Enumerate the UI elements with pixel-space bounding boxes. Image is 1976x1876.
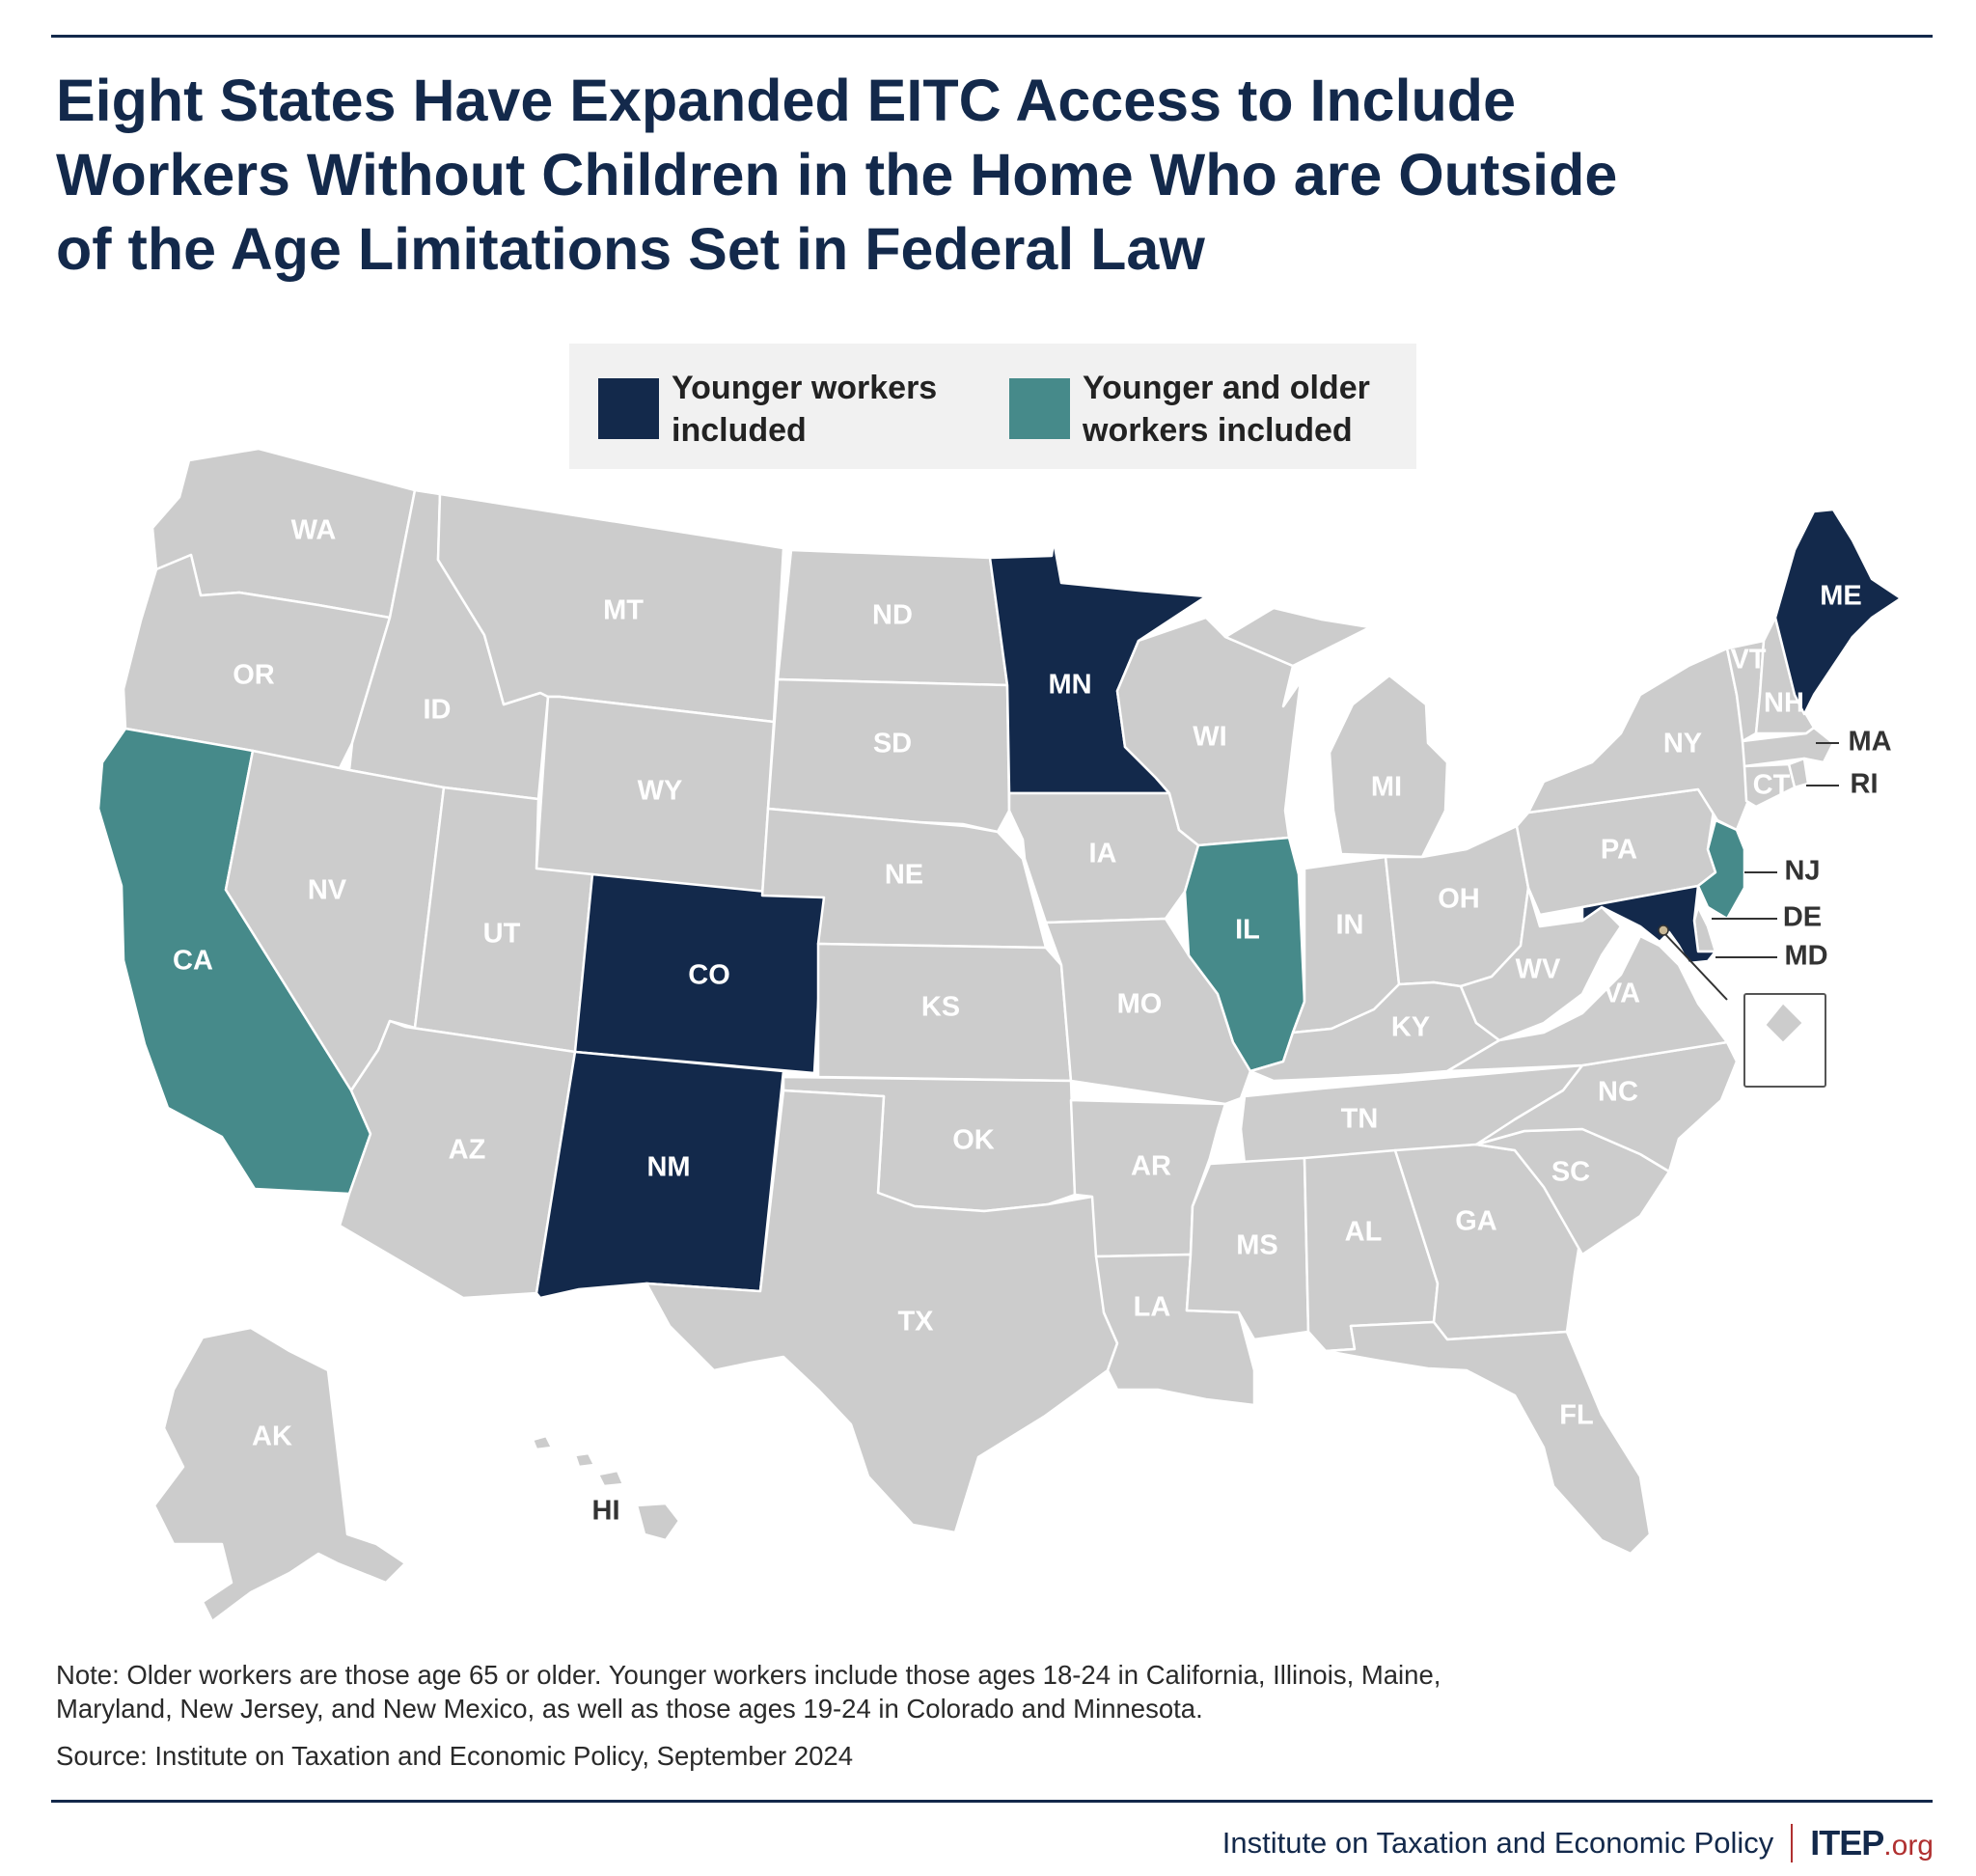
state-label-pa: PA — [1601, 835, 1637, 866]
state-wv — [1459, 886, 1623, 1042]
state-label-wy: WY — [638, 776, 683, 807]
state-co — [573, 872, 826, 1075]
legend-label-younger: Younger workers included — [672, 370, 938, 449]
state-label-ct: CT — [1753, 770, 1791, 801]
state-label-hi: HI — [592, 1496, 620, 1527]
state-fl — [1324, 1320, 1652, 1556]
state-label-nh: NH — [1764, 688, 1804, 719]
state-ne — [760, 807, 1048, 950]
state-label-ne: NE — [885, 860, 923, 891]
state-nj — [1696, 818, 1746, 921]
state-label-in: IN — [1336, 910, 1364, 941]
state-label-or: OR — [233, 660, 275, 691]
state-label-tx: TX — [897, 1307, 934, 1338]
state-label-la: LA — [1134, 1292, 1171, 1323]
map-title: Eight States Have Expanded EITC Access t… — [56, 64, 1889, 287]
top-rule — [51, 35, 1933, 38]
state-label-ca: CA — [173, 946, 213, 977]
title-line: of the Age Limitations Set in Federal La… — [56, 216, 1205, 282]
footer: Institute on Taxation and Economic Polic… — [1222, 1819, 1934, 1867]
legend-swatch-both — [1009, 378, 1070, 439]
legend-swatch-younger — [598, 378, 659, 439]
state-label-ut: UT — [483, 919, 521, 950]
itep-logo[interactable]: ITEP.org — [1810, 1823, 1934, 1863]
state-label-nc: NC — [1598, 1077, 1638, 1108]
state-me — [1773, 508, 1903, 716]
state-nc — [1474, 1040, 1739, 1173]
state-va — [1445, 934, 1729, 1073]
footer-separator — [1791, 1824, 1794, 1862]
state-ct — [1743, 762, 1797, 809]
note-line: Maryland, New Jersey, and New Mexico, as… — [56, 1694, 1203, 1724]
state-label-ks: KS — [921, 992, 960, 1023]
state-label-ar: AR — [1131, 1151, 1171, 1182]
state-label-wv: WV — [1516, 954, 1561, 985]
state-label-md: MD — [1784, 941, 1827, 972]
state-hi — [531, 1434, 681, 1542]
state-label-ky: KY — [1391, 1012, 1430, 1043]
state-label-nj: NJ — [1784, 856, 1820, 887]
state-label-il: IL — [1235, 915, 1260, 946]
bottom-rule — [51, 1800, 1933, 1803]
state-label-az: AZ — [449, 1135, 486, 1166]
source: Source: Institute on Taxation and Econom… — [56, 1741, 853, 1771]
state-label-mn: MN — [1048, 670, 1091, 701]
state-label-ri: RI — [1851, 769, 1879, 800]
legend-label-both: Younger and older workers included — [1083, 370, 1370, 449]
state-label-id: ID — [424, 695, 452, 726]
note: Note: Older workers are those age 65 or … — [56, 1658, 1889, 1725]
note-line: Note: Older workers are those age 65 or … — [56, 1660, 1441, 1690]
state-label-de: DE — [1783, 902, 1822, 933]
state-label-fl: FL — [1559, 1400, 1593, 1431]
state-label-nm: NM — [646, 1152, 690, 1183]
state-label-mt: MT — [603, 595, 644, 626]
state-label-sc: SC — [1551, 1157, 1590, 1188]
state-label-ok: OK — [952, 1125, 995, 1156]
state-ak — [152, 1326, 407, 1623]
state-dc — [1765, 1003, 1803, 1043]
state-label-ms: MS — [1236, 1230, 1278, 1261]
state-label-me: ME — [1820, 581, 1862, 612]
state-nm — [535, 1050, 785, 1300]
dc-marker — [1658, 924, 1669, 936]
state-label-co: CO — [688, 960, 730, 991]
us-map: WA OR CA ID NV MT WY UT AZ CO NM ND SD NE KS OK TX MN IA MO… — [96, 447, 1903, 1623]
state-label-ak: AK — [252, 1421, 292, 1452]
callout-line-dc — [1662, 931, 1728, 1001]
logo-main: ITEP — [1810, 1823, 1884, 1862]
title-line: Workers Without Children in the Home Who… — [56, 142, 1618, 207]
state-label-wi: WI — [1193, 722, 1226, 753]
logo-suffix: .org — [1883, 1830, 1934, 1862]
state-label-ga: GA — [1455, 1206, 1497, 1237]
state-label-vt: VT — [1730, 645, 1766, 676]
state-label-al: AL — [1345, 1217, 1383, 1248]
state-label-mo: MO — [1117, 989, 1163, 1020]
state-label-mi: MI — [1371, 772, 1402, 803]
state-label-sd: SD — [873, 729, 912, 759]
state-tx — [645, 1089, 1119, 1534]
footer-org: Institute on Taxation and Economic Polic… — [1221, 1826, 1774, 1860]
state-label-nd: ND — [872, 600, 913, 631]
legend: Younger workers included Younger and old… — [569, 344, 1416, 469]
state-label-tn: TN — [1341, 1104, 1379, 1135]
state-label-oh: OH — [1438, 884, 1480, 915]
title-line: Eight States Have Expanded EITC Access t… — [56, 68, 1516, 133]
state-label-ny: NY — [1663, 729, 1702, 759]
state-label-va: VA — [1604, 979, 1640, 1009]
state-label-nv: NV — [308, 875, 347, 906]
state-label-ia: IA — [1089, 839, 1117, 869]
state-mt — [436, 492, 785, 724]
state-label-wa: WA — [291, 515, 337, 546]
state-label-ma: MA — [1848, 727, 1891, 758]
state-mi — [1223, 606, 1449, 859]
